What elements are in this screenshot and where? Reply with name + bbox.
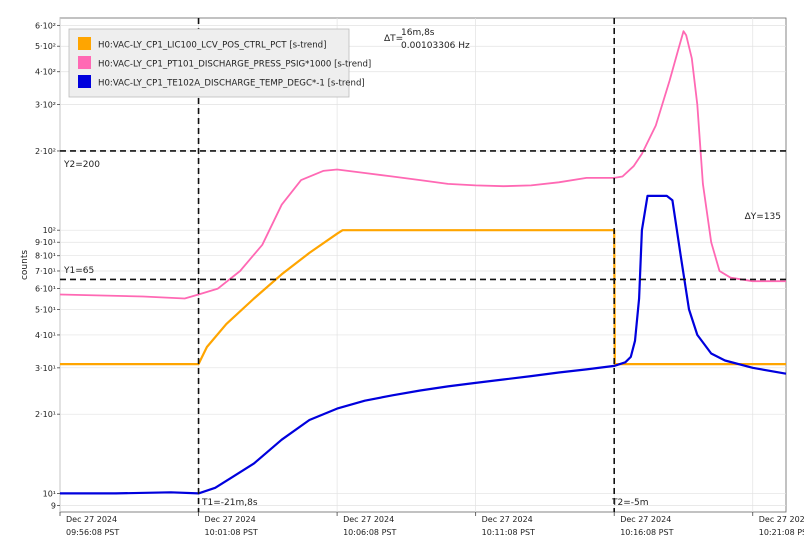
series-line-3	[60, 194, 787, 495]
y-tick-label: 5·10¹	[35, 305, 56, 314]
y-tick-label: 4·10²	[35, 68, 56, 77]
y-tick-label: 10²	[43, 226, 56, 235]
y-tick-label: 7·10¹	[35, 267, 56, 276]
y-tick-label: 6·10²	[35, 21, 56, 30]
y-axis: 9 10¹ 2·10¹ 3·10¹ 4·10¹ 5·10¹ 6·10¹ 7·10¹ 8·10¹ 9…	[35, 21, 60, 510]
y-tick-label: 8·10¹	[35, 252, 56, 261]
legend-swatch-2	[78, 56, 91, 69]
y-tick-label: 2·10²	[35, 147, 56, 156]
y-tick-label: 2·10¹	[35, 410, 56, 419]
legend[interactable]: H0:VAC-LY_CP1_LIC100_LCV_POS_CTRL_PCT [s…	[68, 28, 371, 98]
delta-t-prefix: ΔT=	[384, 34, 403, 44]
cursor-labels: Y2=200 Y1=65 ΔY=135 T1=-21m,8s T2=-5m ΔT…	[63, 28, 781, 508]
legend-label-3: H0:VAC-LY_CP1_TE102A_DISCHARGE_TEMP_DEGC…	[98, 79, 365, 89]
legend-item-3[interactable]: H0:VAC-LY_CP1_TE102A_DISCHARGE_TEMP_DEGC…	[78, 75, 365, 89]
legend-item-1[interactable]: H0:VAC-LY_CP1_LIC100_LCV_POS_CTRL_PCT [s…	[78, 37, 326, 51]
delta-t-value: 16m,8s	[401, 28, 435, 38]
x-tick-label-time: 10:01:08 PST	[205, 528, 258, 537]
t2-label: T2=-5m	[611, 498, 649, 508]
legend-label-2: H0:VAC-LY_CP1_PT101_DISCHARGE_PRESS_PSIG…	[98, 60, 371, 70]
series-line-2	[59, 30, 786, 300]
y-tick-label: 6·10¹	[35, 285, 56, 294]
y-tick-label: 5·10²	[35, 42, 56, 51]
x-tick-label-date: Dec 27 2024	[205, 515, 256, 524]
legend-label-1: H0:VAC-LY_CP1_LIC100_LCV_POS_CTRL_PCT [s…	[98, 41, 326, 51]
x-tick-label-date: Dec 27 2024	[343, 515, 394, 524]
y-tick-label: 4·10¹	[35, 331, 56, 340]
delta-t-frequency: 0.00103306 Hz	[401, 41, 470, 51]
x-tick-label-date: Dec 27 2024	[66, 515, 117, 524]
legend-box	[68, 28, 350, 98]
x-tick-label-date: Dec 27 2024	[482, 515, 533, 524]
x-axis: Dec 27 2024 09:56:08 PST Dec 27 2024 10:01:…	[59, 512, 804, 537]
x-tick-label-time: 10:21:08 PST	[759, 528, 804, 537]
x-tick-label-time: 10:16:08 PST	[620, 528, 673, 537]
x-tick-label-time: 10:06:08 PST	[343, 528, 396, 537]
y2-label: Y2=200	[63, 160, 100, 170]
y-tick-label: 10¹	[43, 489, 56, 498]
x-tick-label-date: Dec 27 2024	[759, 515, 804, 524]
y-tick-label: 9	[51, 501, 56, 510]
x-tick-label-time: 10:11:08 PST	[482, 528, 535, 537]
plot-area[interactable]	[59, 17, 787, 513]
y-tick-label: 3·10¹	[35, 364, 56, 373]
legend-swatch-1	[78, 37, 91, 50]
cursor-lines[interactable]	[60, 18, 786, 512]
delta-y-label: ΔY=135	[745, 212, 781, 222]
legend-swatch-3	[78, 75, 91, 88]
legend-item-2[interactable]: H0:VAC-LY_CP1_PT101_DISCHARGE_PRESS_PSIG…	[78, 56, 371, 70]
t1-label: T1=-21m,8s	[201, 498, 258, 508]
y-tick-label: 3·10²	[35, 101, 56, 110]
y-axis-label: counts	[20, 250, 30, 280]
y-tick-label: 9·10¹	[35, 238, 56, 247]
x-tick-label-time: 09:56:08 PST	[66, 528, 119, 537]
x-tick-label-date: Dec 27 2024	[620, 515, 671, 524]
y1-label: Y1=65	[63, 266, 94, 276]
